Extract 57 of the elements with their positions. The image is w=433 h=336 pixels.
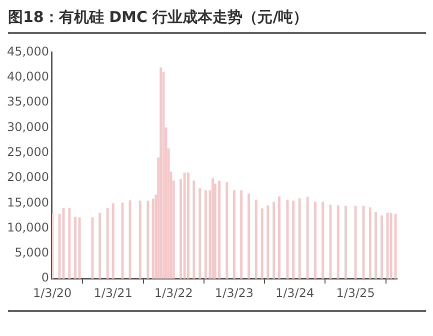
x-tick-label: 1/3/22: [154, 286, 193, 300]
bar: [286, 200, 289, 279]
y-tick-label: 10,000: [6, 220, 49, 234]
bar: [146, 200, 150, 279]
y-tick-label: 0: [41, 270, 49, 285]
bar: [386, 212, 389, 279]
bar: [192, 180, 196, 279]
bar: [368, 207, 372, 279]
y-tick-label: 45,000: [6, 44, 49, 58]
bar: [254, 200, 258, 279]
bar: [322, 202, 324, 279]
bar: [298, 198, 301, 279]
x-tick-label: 1/3/23: [214, 286, 254, 300]
bar: [272, 202, 276, 279]
x-tick-label: 1/3/21: [94, 286, 132, 300]
x-tick-label: 1/3/24: [275, 286, 314, 300]
bar: [62, 208, 65, 279]
bar: [198, 188, 202, 279]
bar: [78, 217, 81, 279]
y-tick-label: 20,000: [6, 170, 49, 184]
y-tick-label: 5,000: [14, 246, 49, 260]
bar: [260, 208, 264, 279]
y-tick-label: 35,000: [6, 94, 49, 109]
y-tick-label: 30,000: [6, 120, 49, 134]
x-tick-label: 1/3/25: [336, 286, 375, 300]
bar: [152, 198, 154, 279]
bar: [74, 216, 76, 279]
bar: [98, 212, 102, 279]
bar: [362, 206, 365, 279]
bar: [138, 200, 142, 279]
bar: [329, 204, 332, 279]
x-tick-label: 1/3/20: [33, 286, 72, 300]
y-tick-label: 40,000: [6, 69, 49, 84]
bar: [160, 67, 162, 279]
bar: [106, 208, 109, 279]
bar: [240, 190, 243, 279]
bar: [344, 206, 347, 279]
bar: [68, 208, 71, 279]
bar: [374, 212, 377, 279]
bar: [232, 190, 236, 279]
y-tick-label: 15,000: [6, 195, 49, 210]
chart-title: 图18：有机硅 DMC 行业成本走势（元/吨）: [8, 8, 308, 27]
bar: [183, 172, 186, 279]
y-tick-label: 25,000: [6, 144, 49, 159]
bar: [226, 182, 228, 279]
bar: [266, 205, 270, 279]
bar: [336, 205, 340, 279]
bar: [218, 180, 220, 279]
bar: [112, 203, 114, 279]
bar: [380, 215, 383, 279]
bar: [187, 172, 190, 279]
bar: [292, 200, 295, 279]
bar: [314, 202, 316, 279]
bar: [278, 196, 280, 279]
bar: [248, 194, 250, 279]
bar: [52, 214, 54, 279]
bar: [306, 196, 309, 279]
